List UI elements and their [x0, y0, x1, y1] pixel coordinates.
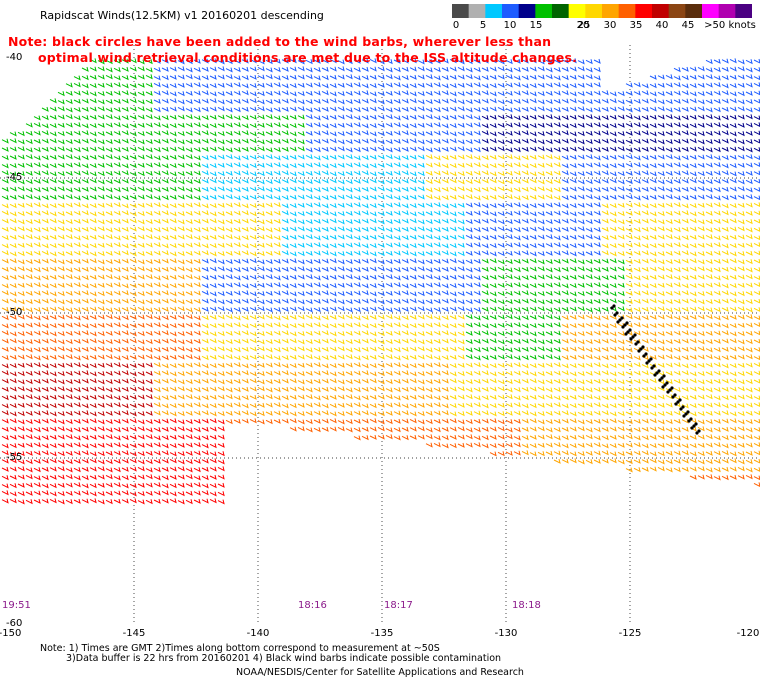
footnote-line-1: Note: 1) Times are GMT 2)Times along bot…	[40, 643, 440, 654]
colorbar-swatch	[635, 4, 653, 18]
colorbar-swatch	[552, 4, 570, 18]
colorbar-label: 30	[603, 20, 617, 31]
colorbar-swatch	[568, 4, 586, 18]
colorbar-label: 35	[629, 20, 643, 31]
colorbar-swatch	[452, 4, 470, 18]
lat-label: -45	[6, 172, 23, 183]
note-line-2: optimal wind retrieval conditions are me…	[38, 50, 578, 65]
lon-label: -135	[370, 628, 394, 639]
colorbar-swatch	[685, 4, 703, 18]
colorbar-swatch	[718, 4, 736, 18]
colorbar-swatch	[652, 4, 670, 18]
colorbar-label: 20	[576, 20, 590, 31]
wind-speed-colorbar	[452, 4, 752, 18]
colorbar-swatch	[535, 4, 553, 18]
time-label: 19:51	[2, 600, 31, 611]
colorbar-label: 0	[452, 20, 460, 31]
contamination-markers	[610, 304, 701, 435]
colorbar-label: 15	[529, 20, 543, 31]
lat-label: -50	[6, 307, 23, 318]
time-label: 18:17	[384, 600, 413, 611]
colorbar-swatch	[668, 4, 686, 18]
time-label: 18:18	[512, 600, 541, 611]
lon-label: -125	[618, 628, 642, 639]
lat-label: -40	[6, 52, 23, 63]
lon-label: -150	[0, 628, 22, 639]
colorbar-swatch	[602, 4, 620, 18]
colorbar-label: 5	[479, 20, 487, 31]
contamination-note: Note: black circles have been added to t…	[8, 34, 748, 66]
colorbar-label: >50 knots	[704, 20, 756, 31]
lon-label: -140	[246, 628, 270, 639]
lon-label: -120	[736, 628, 760, 639]
colorbar-swatch	[702, 4, 720, 18]
colorbar-swatch	[485, 4, 503, 18]
lat-label: -55	[6, 452, 23, 463]
colorbar-label: 25	[577, 20, 591, 31]
colorbar-swatch	[518, 4, 536, 18]
colorbar-swatch	[735, 4, 752, 18]
footnote-line-2: 3)Data buffer is 22 hrs from 20160201 4)…	[66, 653, 502, 664]
wind-barb-map	[0, 45, 760, 625]
colorbar-label: 40	[655, 20, 669, 31]
colorbar-swatch	[468, 4, 486, 18]
note-line-1: Note: black circles have been added to t…	[8, 34, 552, 49]
colorbar-label: 45	[681, 20, 695, 31]
map-title: Rapidscat Winds(12.5KM) v1 20160201 desc…	[40, 9, 324, 22]
wind-barb-field	[1, 58, 760, 505]
colorbar-labels: 0 5 10 15 20 25 30 35 40 45 >50 knots	[452, 20, 756, 34]
lon-label: -145	[122, 628, 146, 639]
lon-label: -130	[494, 628, 518, 639]
lat-label: -60	[6, 618, 23, 629]
time-label: 18:16	[298, 600, 327, 611]
colorbar-swatch	[585, 4, 603, 18]
colorbar-label: 10	[503, 20, 517, 31]
credit-line: NOAA/NESDIS/Center for Satellite Applica…	[236, 667, 524, 678]
colorbar-swatch	[618, 4, 636, 18]
colorbar-swatch	[502, 4, 520, 18]
